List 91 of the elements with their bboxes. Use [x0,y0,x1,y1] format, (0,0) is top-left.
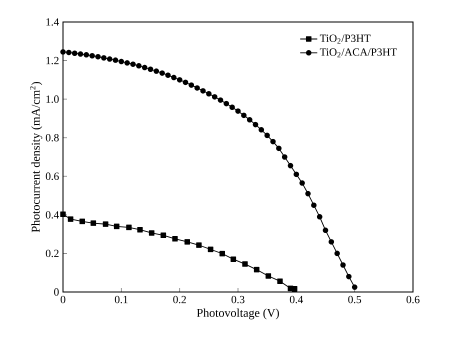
point [90,220,96,226]
x-tick-label: 0.5 [348,296,362,304]
point [68,216,74,222]
point [84,52,90,58]
point [102,221,108,227]
point [288,162,294,168]
y-tick-label: 0.4 [46,211,59,219]
point [200,88,206,94]
point [340,262,346,268]
point [154,68,160,74]
point [78,51,84,57]
point [208,246,214,252]
point [142,64,148,70]
point [220,250,225,256]
x-tick-label: 0 [60,296,66,304]
y-axis-title: Photocurrent density (mA/cm$^{2}$) [30,82,42,232]
point [130,61,136,67]
point [95,54,101,60]
point [328,239,334,245]
point [112,57,118,63]
point [352,284,358,290]
point [124,60,130,66]
y-tick-label: 1.4 [46,18,59,26]
point [160,232,166,238]
point [188,82,194,88]
y-tick-label: 0.6 [46,172,59,180]
point [182,80,188,86]
point [159,70,165,76]
point [292,286,298,292]
point [254,266,260,272]
point [101,55,107,61]
point [242,261,248,267]
point [148,230,154,236]
y-tick-label: 0.8 [46,134,59,142]
legend-label: TiO$_{2}$/P3HT [320,34,371,44]
point [224,100,230,106]
point [305,190,311,196]
point [72,50,78,56]
point [218,97,224,103]
point [276,146,282,152]
point [241,112,247,118]
x-tick-label: 0.4 [290,296,304,304]
y-tick-label: 1.0 [46,95,59,103]
point [66,50,72,56]
point [126,224,132,230]
point [172,236,178,242]
point [266,273,272,279]
point [235,108,241,114]
y-tick-label: 1.2 [46,56,59,64]
point [282,154,288,160]
y-tick-label: 0 [54,288,59,296]
point [252,122,258,128]
point [184,239,190,245]
point [60,212,66,218]
point [322,228,328,234]
point [299,180,305,186]
x-tick-label: 0.2 [173,296,186,304]
point [136,63,142,69]
point [194,85,200,91]
point [264,132,270,138]
point [118,58,124,64]
point [212,94,218,100]
x-tick-label: 0.6 [406,296,420,304]
point [171,74,177,80]
x-tick-label: 0.1 [114,296,128,304]
point [106,56,112,62]
point [114,224,120,230]
point [89,53,95,58]
x-tick-label: 0.3 [232,296,244,304]
point [258,127,264,133]
point [316,214,322,220]
point [206,90,212,96]
point [277,278,283,284]
point [270,138,276,144]
point [165,72,171,78]
point [346,274,352,280]
point [294,172,300,178]
point [196,242,202,248]
point [246,117,252,123]
point [311,202,317,208]
point [80,218,85,224]
point [229,104,235,110]
point [334,250,340,256]
legend-label: TiO$_{2}$/ACA/P3HT [320,48,397,58]
point [60,49,66,55]
point [176,77,182,83]
point [137,226,143,232]
x-axis-title: Photovoltage (V) [196,308,279,320]
point [230,256,236,262]
y-tick-label: 0.2 [46,250,59,258]
point [148,66,154,72]
